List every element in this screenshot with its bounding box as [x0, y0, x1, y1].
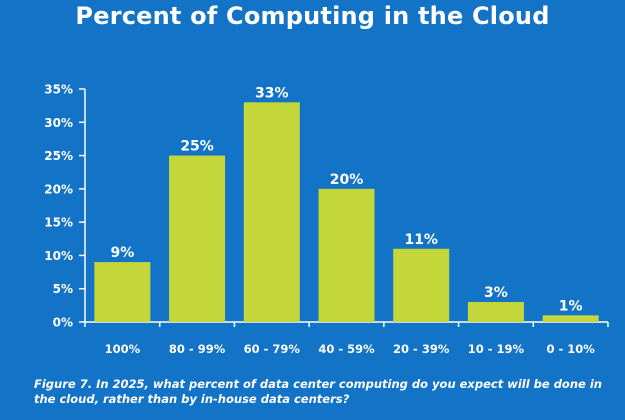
- bar: [243, 102, 300, 322]
- figure-caption: Figure 7. In 2025, what percent of data …: [34, 377, 602, 406]
- x-category-label: 80 - 99%: [169, 342, 226, 356]
- x-category-label: 100%: [105, 342, 141, 356]
- y-tick-label: 5%: [53, 282, 73, 296]
- bar-value-label: 1%: [559, 298, 583, 314]
- bar: [94, 262, 151, 322]
- y-tick-label: 10%: [44, 249, 73, 263]
- bar-value-label: 3%: [484, 285, 508, 301]
- bar: [318, 188, 375, 322]
- bar-value-label: 20%: [330, 172, 364, 188]
- x-category-label: 10 - 19%: [468, 342, 525, 356]
- chart-title: Percent of Computing in the Cloud: [75, 2, 550, 30]
- y-tick-label: 20%: [44, 182, 73, 196]
- y-tick-label: 25%: [44, 149, 73, 163]
- bar-value-label: 11%: [404, 232, 438, 248]
- x-category-label: 0 - 10%: [546, 342, 595, 356]
- y-tick-label: 35%: [44, 83, 73, 97]
- y-tick-label: 15%: [44, 216, 73, 230]
- y-tick-label: 0%: [53, 316, 73, 330]
- y-tick-label: 30%: [44, 116, 73, 130]
- x-category-label: 40 - 59%: [318, 342, 375, 356]
- bar: [393, 248, 450, 322]
- x-category-label: 60 - 79%: [244, 342, 301, 356]
- bar-value-label: 9%: [110, 245, 134, 261]
- bar-value-label: 33%: [255, 85, 289, 101]
- x-category-label: 20 - 39%: [393, 342, 450, 356]
- bar: [169, 155, 226, 322]
- bar: [467, 302, 524, 322]
- bar: [542, 315, 599, 322]
- bar-value-label: 25%: [180, 139, 214, 155]
